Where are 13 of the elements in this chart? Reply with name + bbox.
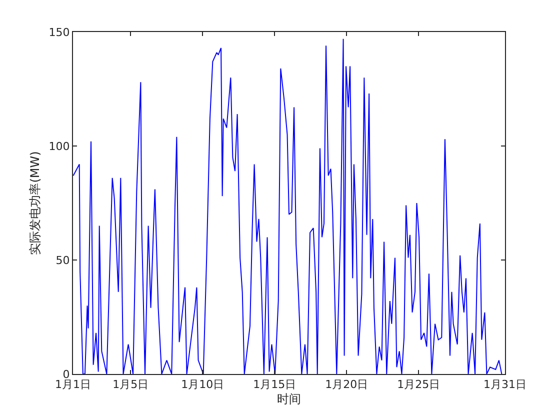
x-tick-label: 1月25日: [397, 378, 440, 392]
y-tick-label: 150: [48, 26, 70, 39]
x-tick-label: 1月10日: [181, 378, 224, 392]
y-tick-label: 100: [48, 140, 70, 153]
x-tick-label: 1月15日: [253, 378, 296, 392]
x-tick-label: 1月5日: [112, 378, 149, 392]
x-tick-label: 1月20日: [325, 378, 368, 392]
y-tick-label: 0: [62, 368, 70, 381]
x-tick-label: 1月1日: [55, 378, 91, 392]
y-axis-title: 实际发电功率(MW): [28, 151, 42, 255]
x-axis-title: 时间: [277, 392, 301, 406]
y-tick-label: 50: [56, 254, 70, 267]
x-tick-label: 1月31日: [484, 378, 526, 392]
